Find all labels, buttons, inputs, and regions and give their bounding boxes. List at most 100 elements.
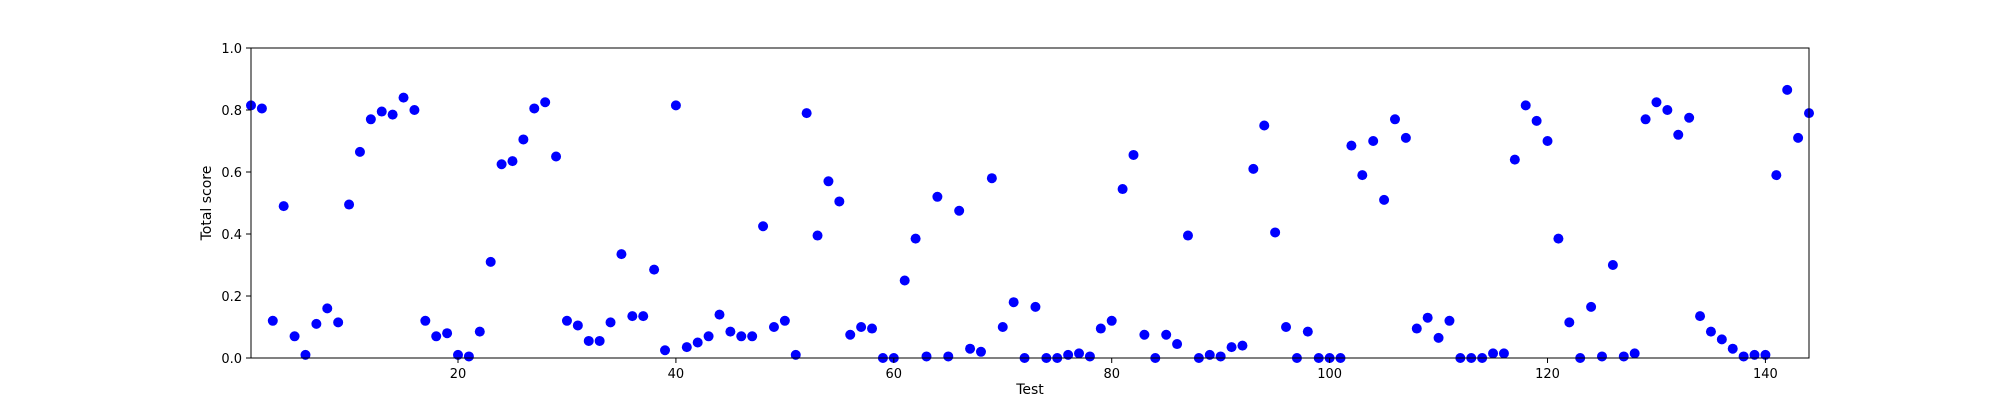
data-point [278,201,289,212]
data-point [1281,322,1292,332]
data-point [758,221,769,232]
data-point [801,108,812,119]
data-point [354,146,365,157]
data-point [1030,301,1041,312]
data-point [583,335,594,346]
data-point [1673,129,1684,140]
y-axis-ticks: 0.0 0.2 0.4 0.6 0.8 1.0 [221,42,251,367]
data-point [1389,114,1400,125]
data-point [420,315,431,326]
data-point [932,191,943,202]
data-point [834,196,845,207]
data-point [1117,184,1128,195]
data-point [1542,136,1553,146]
data-point [1793,132,1804,143]
data-point [975,346,986,357]
data-point [1727,343,1738,354]
data-point [616,249,627,260]
data-points [246,84,1814,363]
data-point [300,349,311,360]
data-point [442,328,453,339]
data-point [965,343,976,354]
data-point [790,349,801,360]
data-point [747,331,758,342]
data-point [387,109,398,120]
data-point [1422,312,1433,323]
data-point [1368,136,1379,146]
data-point [1651,97,1662,108]
data-point [1760,349,1771,360]
data-point [365,114,376,125]
data-point [1357,170,1368,181]
data-point [638,311,649,322]
data-point [1237,340,1248,351]
data-point [997,322,1008,332]
data-point [1400,132,1411,143]
y-axis-label: Total score [199,166,215,242]
data-point [289,331,300,342]
data-point [1139,329,1150,340]
data-point [1259,120,1270,131]
data-point [681,342,692,353]
data-point [845,329,856,340]
data-point [540,97,551,108]
data-point [572,320,583,331]
data-point [1444,315,1455,326]
x-axis-ticks: 20 40 60 80 100 120 140 [450,358,1778,382]
data-point [1531,115,1542,126]
data-point [1302,326,1313,337]
data-point [1128,149,1139,160]
x-tick-label: 40 [668,367,685,382]
data-point [714,309,725,320]
plot-area-frame [250,47,1810,359]
data-point [856,322,867,332]
data-point [1248,163,1259,174]
data-point [1705,326,1716,337]
data-point [1695,311,1706,322]
data-point [256,103,267,114]
data-point [561,315,572,326]
data-point [703,331,714,342]
data-point [1586,301,1597,312]
data-point [1008,297,1019,308]
data-point [474,326,485,337]
data-point [1215,351,1226,362]
data-point [1270,227,1281,238]
data-point [986,173,997,184]
data-point [485,256,496,267]
data-point [1629,348,1640,359]
data-point [376,106,387,117]
data-point [551,151,562,162]
data-point [529,103,540,114]
data-point [1433,332,1444,343]
data-point [1074,348,1085,359]
data-point [779,315,790,326]
data-point [1063,349,1074,360]
data-point [1488,348,1499,359]
data-point [1749,349,1760,360]
data-point [453,349,464,360]
data-point [1204,349,1215,360]
data-point [267,315,278,326]
data-point [311,318,322,329]
data-point [943,351,954,362]
data-point [1346,140,1357,151]
data-point [1226,342,1237,353]
data-point [768,322,779,332]
y-tick-label: 0.0 [221,352,242,367]
y-tick-label: 1.0 [221,42,242,57]
data-point [910,233,921,244]
data-point [1662,105,1673,115]
data-point [594,335,605,346]
y-tick-label: 0.6 [221,166,242,181]
data-point [1520,100,1531,111]
data-point [954,205,965,216]
data-point [867,323,878,334]
data-point [463,351,474,362]
data-point [605,317,616,328]
data-point [507,156,518,167]
data-point [1618,351,1629,362]
data-point [1172,339,1183,350]
data-point [660,345,671,356]
